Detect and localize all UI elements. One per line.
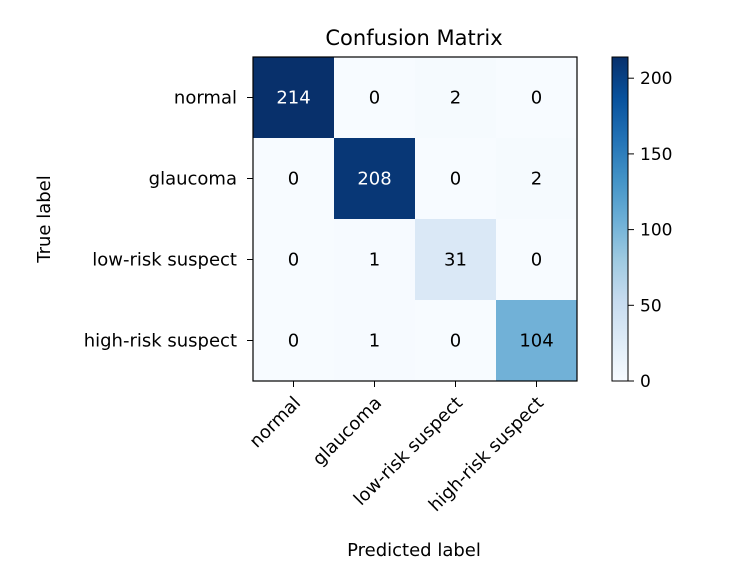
x-axis-label: Predicted label <box>347 540 481 561</box>
cell-value-label: 214 <box>276 88 310 109</box>
heatmap-cell <box>253 219 335 301</box>
colorbar-tick-label: 0 <box>640 372 651 392</box>
colorbar-tick-label: 100 <box>640 221 672 241</box>
colorbar-tick-label: 200 <box>640 69 672 89</box>
chart-title: Confusion Matrix <box>325 26 502 50</box>
cell-value-label: 2 <box>450 88 461 109</box>
colorbar-tick-label: 150 <box>640 145 672 165</box>
heatmap-cells <box>253 57 578 382</box>
colorbar <box>611 56 629 382</box>
cell-value-labels: 214 0 2 0 0 208 0 2 0 1 31 0 0 1 0 104 <box>276 88 553 352</box>
cell-value-label: 31 <box>444 250 467 271</box>
cell-value-label: 0 <box>450 169 461 190</box>
heatmap-cell <box>496 219 578 301</box>
y-axis-ticks: normal glaucoma low-risk suspect high-risk … <box>84 88 253 352</box>
cell-value-label: 2 <box>531 169 542 190</box>
cell-value-label: 208 <box>357 169 391 190</box>
heatmap-cell <box>334 219 416 301</box>
heatmap-cell <box>496 57 578 139</box>
heatmap-cell <box>334 300 416 382</box>
heatmap-cell <box>253 57 335 139</box>
y-tick-label: high-risk suspect <box>84 331 237 352</box>
cell-value-label: 104 <box>519 331 553 352</box>
x-tick-label: glaucoma <box>309 393 386 470</box>
cell-value-label: 0 <box>288 331 299 352</box>
cell-value-label: 1 <box>369 331 380 352</box>
colorbar-ticks: 0 50 100 150 200 <box>628 69 672 392</box>
cell-value-label: 0 <box>288 250 299 271</box>
heatmap-cell <box>415 57 497 139</box>
heatmap-cell <box>496 300 578 382</box>
cell-value-label: 1 <box>369 250 380 271</box>
heatmap-cell <box>415 219 497 301</box>
heatmap-cell <box>253 138 335 220</box>
cell-value-label: 0 <box>288 169 299 190</box>
heatmap-cell <box>334 138 416 220</box>
heatmap-cell <box>253 300 335 382</box>
heatmap-cell <box>496 138 578 220</box>
colorbar-tick-label: 50 <box>640 296 662 316</box>
cell-value-label: 0 <box>369 88 380 109</box>
y-tick-label: glaucoma <box>149 169 237 190</box>
y-axis-label: True label <box>34 175 55 264</box>
x-tick-label: normal <box>246 393 305 452</box>
plot-frame <box>252 56 578 382</box>
y-tick-label: low-risk suspect <box>92 250 237 271</box>
heatmap-cell <box>415 138 497 220</box>
y-tick-label: normal <box>174 88 237 109</box>
heatmap-cell <box>415 300 497 382</box>
heatmap-cell <box>334 57 416 139</box>
cell-value-label: 0 <box>531 250 542 271</box>
cell-value-label: 0 <box>531 88 542 109</box>
cell-value-label: 0 <box>450 331 461 352</box>
